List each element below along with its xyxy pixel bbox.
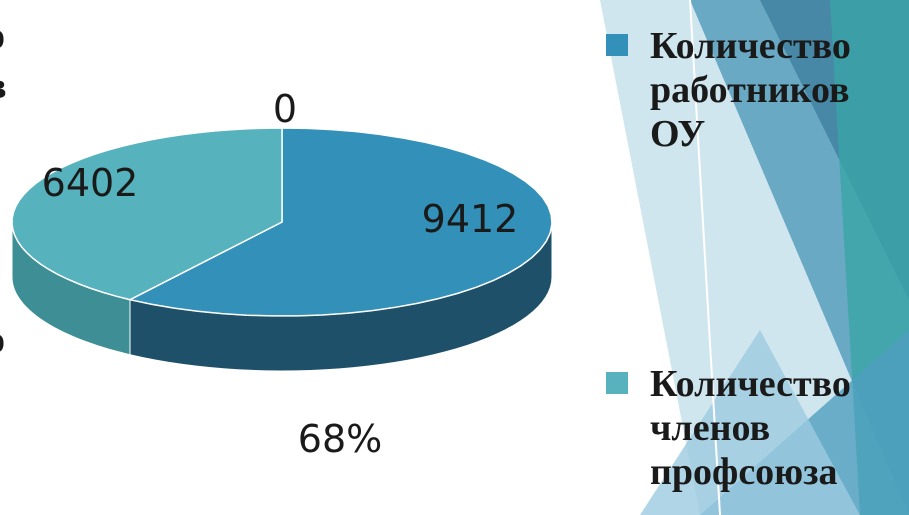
legend-label: Количество членов профсоюза: [650, 363, 851, 493]
legend-swatch: [606, 34, 628, 56]
pie-slice: [127, 127, 553, 317]
legend-swatch: [606, 372, 628, 394]
data-label: 68%: [298, 417, 382, 461]
data-label: 6402: [42, 161, 139, 205]
cut-text: о: [0, 15, 5, 57]
background-decoration: [600, 0, 909, 515]
legend: Количество работников ОУ Количество членов пр…: [606, 25, 851, 493]
pie-slice: [11, 127, 283, 301]
cut-text: о: [0, 319, 5, 361]
data-label: 0: [273, 87, 297, 131]
cut-text: в: [0, 65, 7, 107]
legend-label: Количество работников ОУ: [650, 25, 851, 155]
data-label: 9412: [422, 197, 519, 241]
pie: [11, 127, 553, 372]
